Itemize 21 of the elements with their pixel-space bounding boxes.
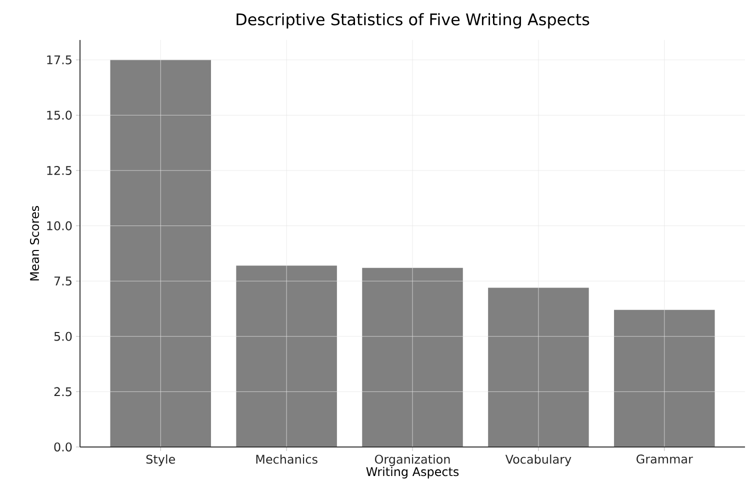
bar: [362, 268, 463, 447]
y-tick-label: 2.5: [54, 387, 72, 396]
y-axis-title: Mean Scores: [30, 206, 40, 280]
y-tick-label: 15.0: [47, 110, 72, 120]
y-tick-label: 17.5: [47, 55, 72, 64]
y-tick-label: 7.5: [54, 276, 72, 286]
y-tick-label: 0.0: [54, 442, 72, 452]
x-axis-title: Writing Aspects: [366, 466, 459, 478]
x-tick-label: Style: [146, 454, 175, 466]
x-tick-label: Mechanics: [256, 454, 318, 464]
bar: [236, 266, 337, 447]
bar: [614, 310, 715, 447]
y-tick-label: 5.0: [54, 332, 72, 341]
y-tick-label: 12.5: [47, 166, 72, 176]
bar: [488, 288, 589, 447]
bar: [110, 60, 211, 447]
x-tick-label: Grammar: [636, 454, 693, 464]
chart-title: Descriptive Statistics of Five Writing Aspects: [236, 13, 590, 28]
x-tick-label: Organization: [374, 454, 450, 466]
x-tick-label: Vocabulary: [505, 454, 572, 466]
y-tick-label: 10.0: [47, 221, 72, 230]
